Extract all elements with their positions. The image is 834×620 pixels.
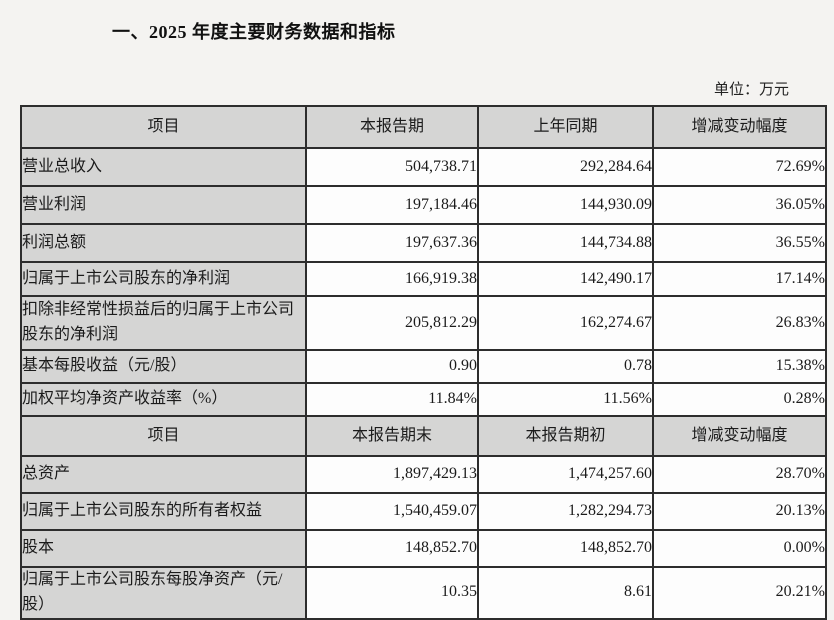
row-label: 总资产 bbox=[20, 455, 307, 494]
column-header-prior-period: 上年同期 bbox=[477, 105, 654, 149]
value-current: 197,637.36 bbox=[305, 223, 479, 263]
row-label: 归属于上市公司股东的净利润 bbox=[20, 261, 307, 297]
value-change: 28.70% bbox=[652, 455, 827, 494]
row-label: 基本每股收益（元/股） bbox=[20, 349, 307, 384]
table-row-equity-attributable: 归属于上市公司股东的所有者权益 1,540,459.07 1,282,294.7… bbox=[20, 492, 827, 531]
value-prior: 0.78 bbox=[477, 349, 654, 384]
column-header-item: 项目 bbox=[20, 415, 307, 457]
column-header-current-period: 本报告期 bbox=[305, 105, 479, 149]
value-prior: 292,284.64 bbox=[477, 147, 654, 187]
row-label: 归属于上市公司股东的所有者权益 bbox=[20, 492, 307, 531]
value-change: 26.83% bbox=[652, 295, 827, 351]
table-row-total-revenue: 营业总收入 504,738.71 292,284.64 72.69% bbox=[20, 147, 827, 187]
value-current: 0.90 bbox=[305, 349, 479, 384]
column-header-change: 增减变动幅度 bbox=[652, 105, 827, 149]
value-current: 197,184.46 bbox=[305, 185, 479, 225]
value-prior: 1,282,294.73 bbox=[477, 492, 654, 531]
table-row-basic-eps: 基本每股收益（元/股） 0.90 0.78 15.38% bbox=[20, 349, 827, 384]
page-title: 一、2025 年度主要财务数据和指标 bbox=[112, 22, 396, 42]
table-row-total-assets: 总资产 1,897,429.13 1,474,257.60 28.70% bbox=[20, 455, 827, 494]
column-header-item: 项目 bbox=[20, 105, 307, 149]
column-header-period-begin: 本报告期初 bbox=[477, 415, 654, 457]
table-header-position: 项目 本报告期末 本报告期初 增减变动幅度 bbox=[20, 415, 827, 457]
row-label: 股本 bbox=[20, 529, 307, 568]
table-row-weighted-avg-roe: 加权平均净资产收益率（%） 11.84% 11.56% 0.28% bbox=[20, 382, 827, 417]
value-current: 1,540,459.07 bbox=[305, 492, 479, 531]
table-row-net-profit-attributable: 归属于上市公司股东的净利润 166,919.38 142,490.17 17.1… bbox=[20, 261, 827, 297]
value-current: 10.35 bbox=[305, 566, 479, 620]
value-prior: 11.56% bbox=[477, 382, 654, 417]
column-header-period-end: 本报告期末 bbox=[305, 415, 479, 457]
value-prior: 148,852.70 bbox=[477, 529, 654, 568]
row-label: 利润总额 bbox=[20, 223, 307, 263]
row-label: 营业总收入 bbox=[20, 147, 307, 187]
value-current: 205,812.29 bbox=[305, 295, 479, 351]
value-current: 1,897,429.13 bbox=[305, 455, 479, 494]
value-current: 11.84% bbox=[305, 382, 479, 417]
row-label: 扣除非经常性损益后的归属于上市公司股东的净利润 bbox=[20, 295, 307, 351]
value-change: 15.38% bbox=[652, 349, 827, 384]
value-change: 20.21% bbox=[652, 566, 827, 620]
row-label: 加权平均净资产收益率（%） bbox=[20, 382, 307, 417]
value-current: 504,738.71 bbox=[305, 147, 479, 187]
column-header-change: 增减变动幅度 bbox=[652, 415, 827, 457]
row-label: 归属于上市公司股东每股净资产（元/股） bbox=[20, 566, 307, 620]
table-row-total-profit: 利润总额 197,637.36 144,734.88 36.55% bbox=[20, 223, 827, 263]
value-change: 36.55% bbox=[652, 223, 827, 263]
table-row-operating-profit: 营业利润 197,184.46 144,930.09 36.05% bbox=[20, 185, 827, 225]
value-change: 0.28% bbox=[652, 382, 827, 417]
value-current: 166,919.38 bbox=[305, 261, 479, 297]
value-change: 20.13% bbox=[652, 492, 827, 531]
value-change: 72.69% bbox=[652, 147, 827, 187]
value-current: 148,852.70 bbox=[305, 529, 479, 568]
table-header-period: 项目 本报告期 上年同期 增减变动幅度 bbox=[20, 105, 827, 149]
value-prior: 144,734.88 bbox=[477, 223, 654, 263]
value-prior: 1,474,257.60 bbox=[477, 455, 654, 494]
value-prior: 142,490.17 bbox=[477, 261, 654, 297]
value-change: 0.00% bbox=[652, 529, 827, 568]
value-prior: 162,274.67 bbox=[477, 295, 654, 351]
unit-label: 单位：万元 bbox=[713, 82, 789, 98]
table-row-net-profit-excl-nonrecurring: 扣除非经常性损益后的归属于上市公司股东的净利润 205,812.29 162,2… bbox=[20, 295, 827, 351]
table-row-net-assets-per-share: 归属于上市公司股东每股净资产（元/股） 10.35 8.61 20.21% bbox=[20, 566, 827, 620]
value-change: 36.05% bbox=[652, 185, 827, 225]
value-prior: 144,930.09 bbox=[477, 185, 654, 225]
row-label: 营业利润 bbox=[20, 185, 307, 225]
value-change: 17.14% bbox=[652, 261, 827, 297]
value-prior: 8.61 bbox=[477, 566, 654, 620]
table-row-share-capital: 股本 148,852.70 148,852.70 0.00% bbox=[20, 529, 827, 568]
financial-table: 项目 本报告期 上年同期 增减变动幅度 营业总收入 504,738.71 292… bbox=[20, 105, 827, 620]
